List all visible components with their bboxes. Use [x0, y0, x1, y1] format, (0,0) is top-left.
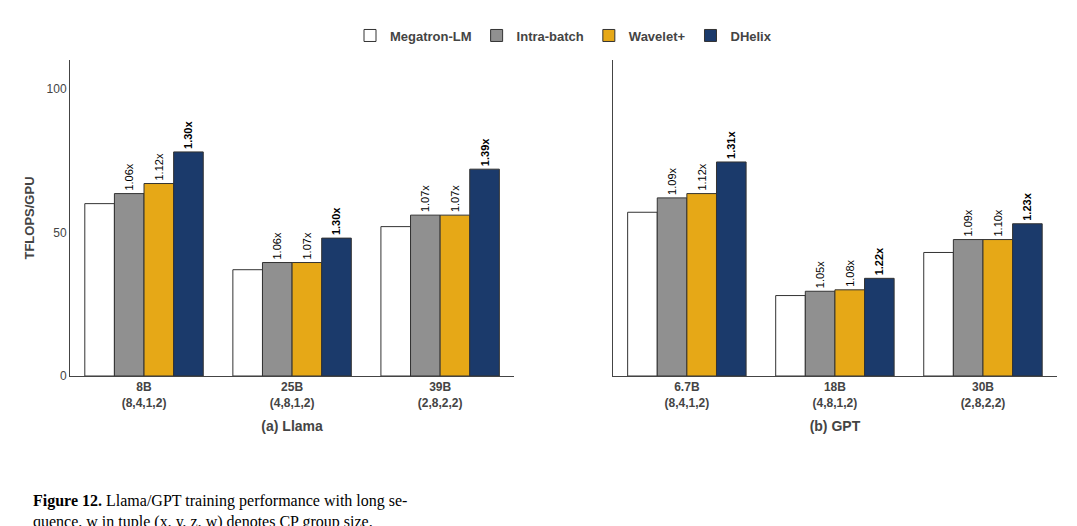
- svg-text:1.05x: 1.05x: [814, 261, 826, 288]
- svg-text:Wavelet+: Wavelet+: [629, 29, 686, 44]
- svg-text:Figure 12. Llama/GPT training: Figure 12. Llama/GPT training performanc…: [33, 492, 407, 526]
- svg-text:8B(8,4,1,2): 8B(8,4,1,2): [122, 380, 167, 410]
- svg-text:TFLOPS/GPU: TFLOPS/GPU: [22, 176, 37, 259]
- svg-text:39B(2,8,2,2): 39B(2,8,2,2): [418, 380, 463, 410]
- svg-text:1.09x: 1.09x: [666, 167, 678, 194]
- svg-text:1.30x: 1.30x: [330, 207, 342, 235]
- svg-text:1.07x: 1.07x: [419, 185, 431, 212]
- svg-text:0: 0: [60, 369, 67, 383]
- svg-text:50: 50: [53, 226, 67, 240]
- svg-text:1.12x: 1.12x: [696, 163, 708, 190]
- svg-text:30B(2,8,2,2): 30B(2,8,2,2): [961, 380, 1006, 410]
- svg-text:Intra-batch: Intra-batch: [517, 29, 584, 44]
- svg-text:(b) GPT: (b) GPT: [810, 418, 861, 434]
- svg-text:1.31x: 1.31x: [725, 131, 737, 159]
- svg-text:1.22x: 1.22x: [873, 247, 885, 275]
- svg-text:1.08x: 1.08x: [844, 259, 856, 286]
- svg-text:1.06x: 1.06x: [271, 232, 283, 259]
- svg-text:1.07x: 1.07x: [449, 185, 461, 212]
- svg-text:1.10x: 1.10x: [992, 209, 1004, 236]
- svg-text:6.7B(8,4,1,2): 6.7B(8,4,1,2): [665, 380, 710, 410]
- svg-text:DHelix: DHelix: [730, 29, 771, 44]
- svg-text:100: 100: [47, 82, 67, 96]
- svg-text:1.39x: 1.39x: [479, 138, 491, 166]
- svg-text:1.23x: 1.23x: [1021, 192, 1033, 220]
- svg-text:(a) Llama: (a) Llama: [261, 418, 323, 434]
- svg-text:1.06x: 1.06x: [123, 163, 135, 190]
- svg-text:25B(4,8,1,2): 25B(4,8,1,2): [270, 380, 315, 410]
- svg-text:1.09x: 1.09x: [962, 209, 974, 236]
- svg-text:1.12x: 1.12x: [153, 153, 165, 180]
- svg-text:1.07x: 1.07x: [301, 232, 313, 259]
- svg-text:1.30x: 1.30x: [182, 121, 194, 149]
- svg-text:Megatron-LM: Megatron-LM: [390, 29, 472, 44]
- svg-text:18B(4,8,1,2): 18B(4,8,1,2): [813, 380, 858, 410]
